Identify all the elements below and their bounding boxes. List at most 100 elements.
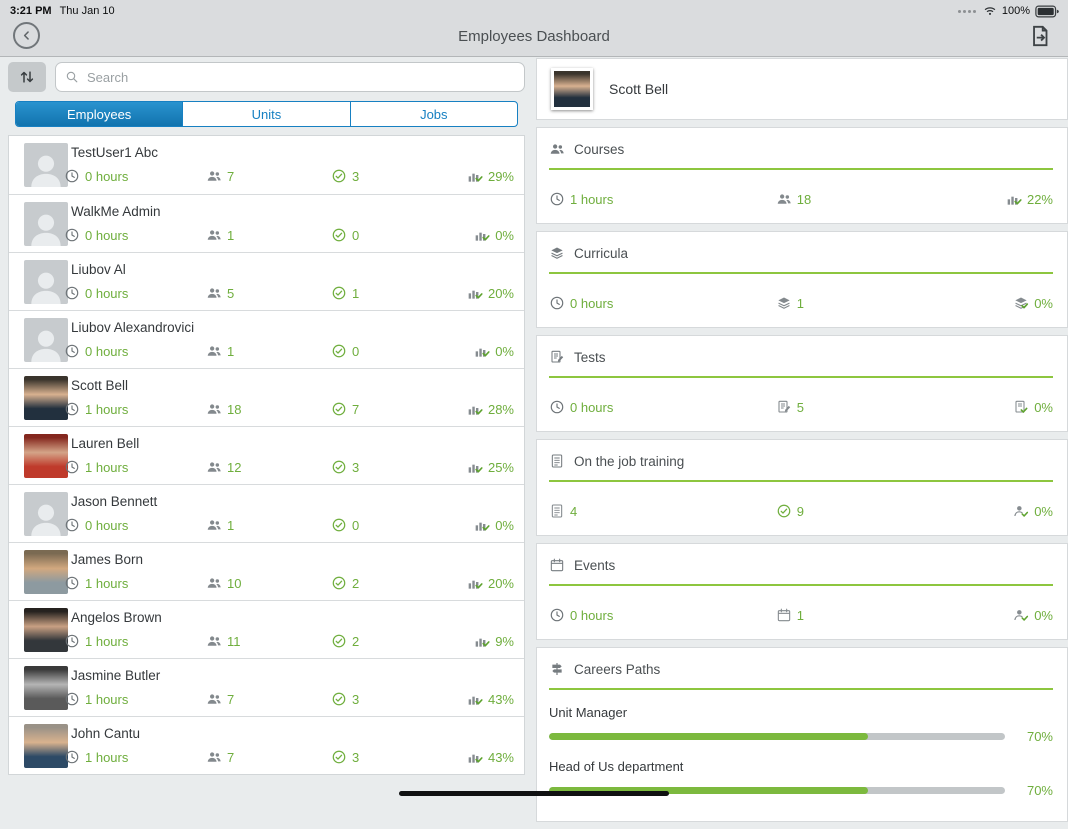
back-button[interactable] <box>13 22 40 49</box>
employee-progress-percent: 0% <box>495 227 514 243</box>
status-bar: 3:21 PM Thu Jan 10 100% <box>0 0 1068 21</box>
employee-courses-count: 1 <box>227 343 235 359</box>
person-icon <box>24 208 68 246</box>
training-title: On the job training <box>574 453 685 469</box>
person-icon <box>24 324 68 362</box>
employee-row[interactable]: Angelos Brown 1 hours 11 2 9% <box>9 600 524 658</box>
employee-hours: 1 hours <box>85 691 129 707</box>
courses-card[interactable]: Courses 1 hours 18 22% <box>536 127 1068 224</box>
curricula-card[interactable]: Curricula 0 hours 1 0% <box>536 231 1068 328</box>
green-divider <box>549 168 1053 170</box>
courses-count-icon <box>206 691 222 707</box>
export-button[interactable] <box>1027 23 1053 49</box>
employee-row[interactable]: WalkMe Admin 0 hours 1 0 0% <box>9 194 524 252</box>
employee-row[interactable]: Jason Bennett 0 hours 1 0 0% <box>9 484 524 542</box>
progress-chart-icon <box>467 459 483 475</box>
employee-name: Jason Bennett <box>71 494 158 509</box>
courses-percent: 22% <box>1026 191 1053 207</box>
employee-courses-count: 11 <box>227 633 241 649</box>
tab-jobs[interactable]: Jobs <box>349 102 517 126</box>
selected-employee-card[interactable]: Scott Bell <box>536 58 1068 120</box>
tests-card[interactable]: Tests 0 hours 5 0% <box>536 335 1068 432</box>
training-completed-icon <box>776 503 792 519</box>
on-the-job-training-card[interactable]: On the job training 4 9 0% <box>536 439 1068 536</box>
careers-signpost-icon <box>549 661 565 677</box>
employee-row[interactable]: Liubov Al 0 hours 5 1 20% <box>9 252 524 310</box>
employee-avatar <box>24 492 68 536</box>
courses-count-icon <box>776 191 792 207</box>
sort-button[interactable] <box>8 62 46 92</box>
career-path-percent: 70% <box>1026 783 1053 798</box>
employee-stats: 1 hours 7 3 43% <box>64 749 514 765</box>
employee-row[interactable]: John Cantu 1 hours 7 3 43% <box>9 716 524 774</box>
employee-avatar <box>24 666 68 710</box>
employee-stats: 0 hours 7 3 29% <box>64 168 514 184</box>
completed-check-icon <box>331 575 347 591</box>
completed-check-icon <box>331 749 347 765</box>
employee-name: WalkMe Admin <box>71 204 161 219</box>
completed-check-icon <box>331 401 347 417</box>
search-box <box>55 62 525 92</box>
progress-bar-fill <box>549 733 869 740</box>
employee-row[interactable]: Jasmine Butler 1 hours 7 3 43% <box>9 658 524 716</box>
courses-count-icon <box>206 749 222 765</box>
employee-courses-count: 7 <box>227 749 235 765</box>
employee-completed-count: 3 <box>352 749 360 765</box>
employee-stats: 1 hours 18 7 28% <box>64 401 514 417</box>
employee-row[interactable]: Scott Bell 1 hours 18 7 28% <box>9 368 524 426</box>
profile-avatar <box>551 68 593 110</box>
employee-progress-percent: 29% <box>487 168 514 184</box>
person-icon <box>24 498 68 536</box>
tests-count-icon <box>776 399 792 415</box>
clock-icon <box>549 295 565 311</box>
clock-icon <box>64 691 80 707</box>
employee-hours: 0 hours <box>85 517 129 533</box>
employee-progress-percent: 43% <box>487 749 514 765</box>
employee-avatar <box>24 434 68 478</box>
clock-icon <box>64 749 80 765</box>
employee-completed-count: 0 <box>352 227 360 243</box>
courses-count-icon <box>206 227 222 243</box>
clock-icon <box>64 575 80 591</box>
employee-progress-percent: 43% <box>487 691 514 707</box>
employee-row[interactable]: Lauren Bell 1 hours 12 3 25% <box>9 426 524 484</box>
training-items-icon <box>549 503 565 519</box>
events-card[interactable]: Events 0 hours 1 0% <box>536 543 1068 640</box>
employee-row[interactable]: TestUser1 Abc 0 hours 7 3 29% <box>9 136 524 194</box>
tests-count: 5 <box>796 399 805 415</box>
home-indicator[interactable] <box>399 791 669 796</box>
courses-count-icon <box>206 575 222 591</box>
employee-hours: 0 hours <box>85 227 129 243</box>
employee-completed-count: 2 <box>352 633 360 649</box>
employee-avatar <box>24 376 68 420</box>
employee-progress-percent: 0% <box>495 343 514 359</box>
curricula-progress-icon <box>1013 295 1029 311</box>
employee-name: Jasmine Butler <box>71 668 161 683</box>
progress-bar-track <box>549 733 1005 740</box>
career-path-label: Unit Manager <box>549 705 628 720</box>
employee-name: TestUser1 Abc <box>71 145 159 160</box>
tab-employees[interactable]: Employees <box>16 102 183 126</box>
sort-arrows-icon <box>18 68 36 86</box>
employee-name: Liubov Al <box>71 262 126 277</box>
curricula-hours: 0 hours <box>570 295 614 311</box>
employee-stats: 0 hours 5 1 20% <box>64 285 514 301</box>
events-progress-icon <box>1013 607 1029 623</box>
progress-chart-icon <box>474 227 490 243</box>
employee-row[interactable]: James Born 1 hours 10 2 20% <box>9 542 524 600</box>
employee-avatar <box>24 550 68 594</box>
employee-avatar <box>24 260 68 304</box>
employee-completed-count: 0 <box>352 517 360 533</box>
employee-name: James Born <box>71 552 144 567</box>
clock-icon <box>64 285 80 301</box>
progress-bar-fill <box>549 787 869 794</box>
training-count1: 4 <box>570 503 578 519</box>
employee-avatar <box>24 143 68 187</box>
search-input[interactable] <box>55 62 525 92</box>
completed-check-icon <box>331 691 347 707</box>
employee-courses-count: 7 <box>227 691 235 707</box>
employee-row[interactable]: Liubov Alexandrovici 0 hours 1 0 0% <box>9 310 524 368</box>
employee-completed-count: 2 <box>352 575 360 591</box>
tab-units[interactable]: Units <box>182 102 349 126</box>
export-document-icon <box>1027 23 1053 49</box>
